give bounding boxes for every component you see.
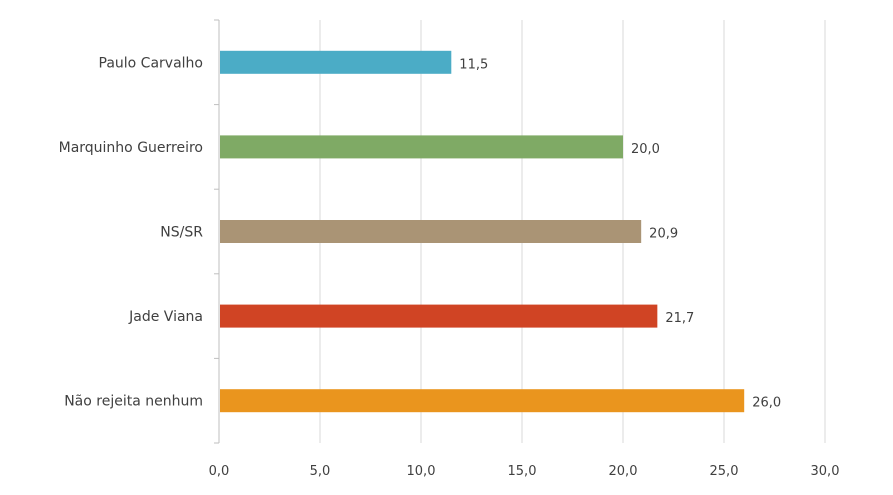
data-label: 21,7 [665,311,694,326]
x-tick-label: 15,0 [508,464,537,479]
x-tick-label: 10,0 [407,464,436,479]
bar [220,389,745,413]
bar-layer [220,50,745,413]
x-tick-label: 0,0 [209,464,230,479]
data-label: 11,5 [459,57,488,72]
category-label: Marquinho Guerreiro [59,140,203,156]
bar [220,135,623,159]
x-tick-label: 5,0 [310,464,331,479]
bar [220,50,452,74]
category-label: Paulo Carvalho [99,55,203,71]
data-label: 20,9 [649,227,678,242]
bar [220,304,658,328]
x-tick-label: 30,0 [811,464,840,479]
category-label: Não rejeita nenhum [64,394,203,410]
category-label: Jade Viana [128,309,203,325]
x-tick-label: 25,0 [710,464,739,479]
label-layer: Paulo Carvalho 11,5 Marquinho Guerreiro 20,… [59,55,782,410]
axis-layer: 0,0 5,0 10,0 15,0 20,0 25,0 30,0 [209,19,840,479]
category-label: NS/SR [160,225,203,241]
data-label: 26,0 [752,396,781,411]
data-label: 20,0 [631,142,660,157]
x-tick-label: 20,0 [609,464,638,479]
bar [220,220,642,243]
